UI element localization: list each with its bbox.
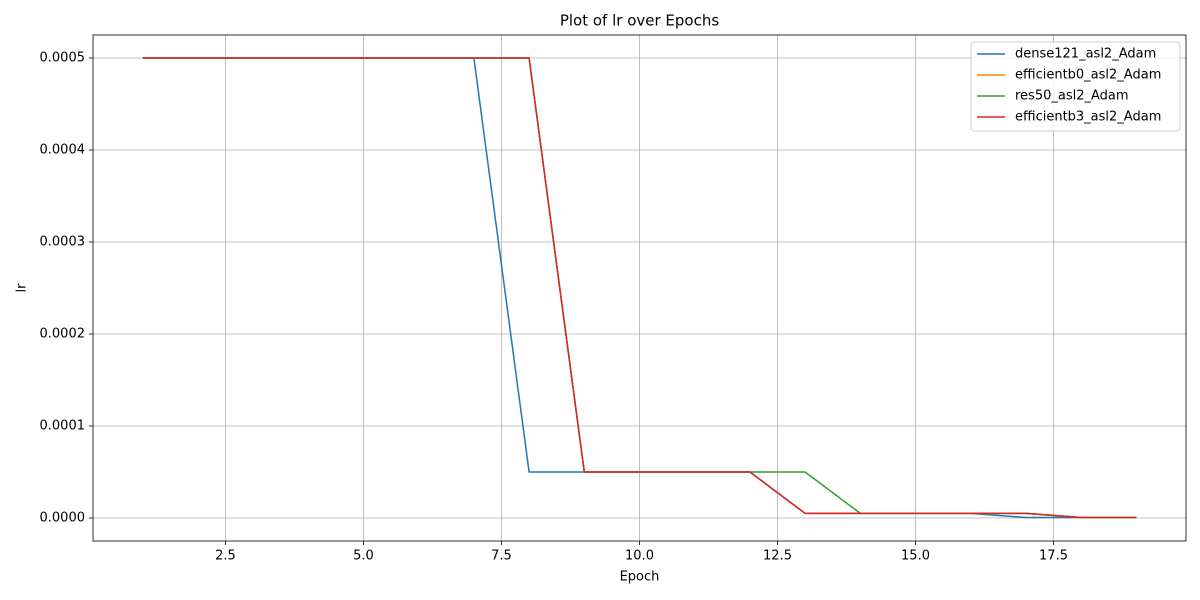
legend-box (970, 41, 1181, 132)
chart-title: Plot of lr over Epochs (560, 12, 720, 30)
x-tick-label: 17.5 (1039, 549, 1068, 564)
legend-label: res50_asl2_Adam (1015, 89, 1129, 104)
legend-label: efficientb0_asl2_Adam (1015, 68, 1161, 83)
y-tick-label: 0.0000 (40, 511, 86, 526)
y-axis-label: lr (15, 283, 30, 293)
series-line (142, 57, 1137, 519)
y-tick-label: 0.0003 (40, 235, 86, 250)
plot-frame (92, 34, 1187, 542)
legend-label: dense121_asl2_Adam (1015, 47, 1156, 62)
x-tick-label: 10.0 (625, 549, 654, 564)
x-tick-label: 15.0 (901, 549, 930, 564)
y-tick-label: 0.0005 (40, 51, 86, 66)
x-tick-label: 2.5 (215, 549, 236, 564)
y-tick-label: 0.0004 (40, 143, 86, 158)
y-tick-label: 0.0001 (40, 419, 86, 434)
y-tick-label: 0.0002 (40, 327, 86, 342)
x-axis-label: Epoch (620, 570, 660, 585)
x-tick-label: 7.5 (491, 549, 512, 564)
legend-label: efficientb3_asl2_Adam (1015, 110, 1161, 125)
x-tick-label: 12.5 (763, 549, 792, 564)
x-tick-label: 5.0 (353, 549, 374, 564)
